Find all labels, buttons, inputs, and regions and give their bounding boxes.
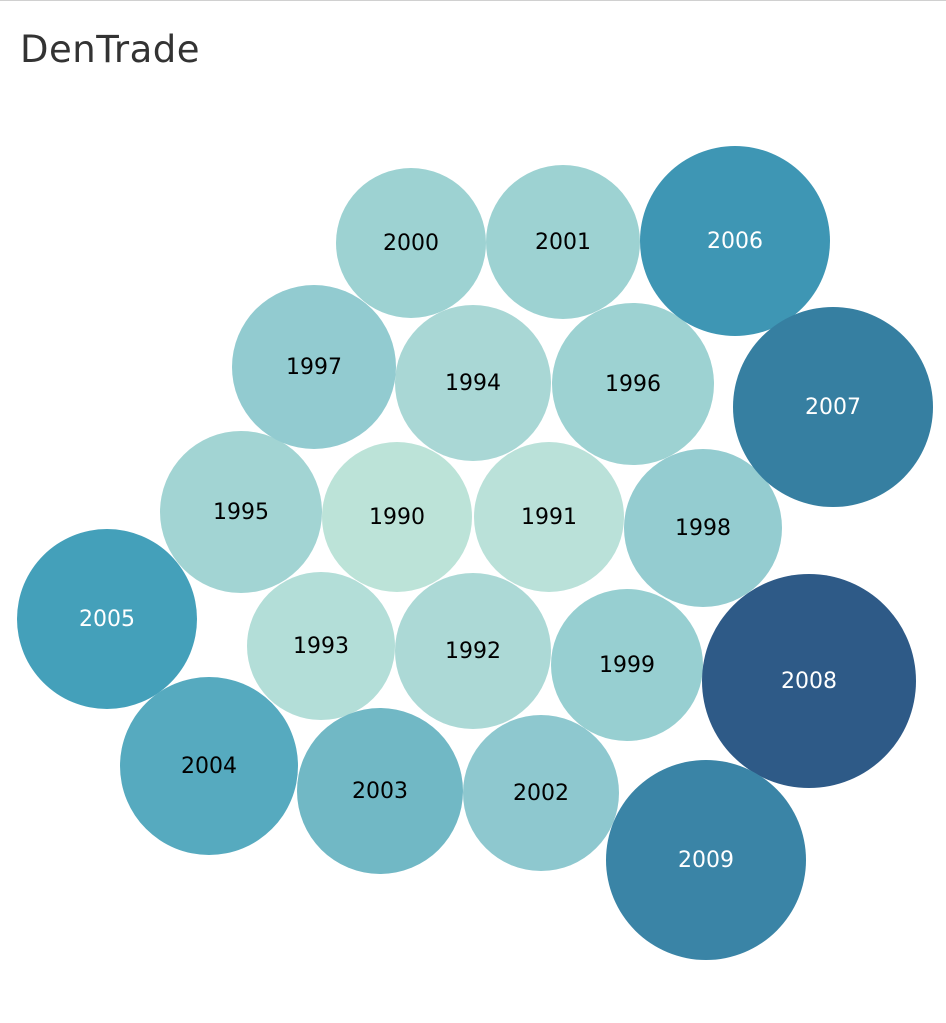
bubble-label-1997: 1997 [286, 355, 342, 380]
bubble-2000[interactable] [336, 168, 486, 318]
bubble-1994[interactable] [395, 305, 551, 461]
bubble-1995[interactable] [160, 431, 322, 593]
bubble-1991[interactable] [474, 442, 624, 592]
bubble-1993[interactable] [247, 572, 395, 720]
bubble-label-1992: 1992 [445, 639, 501, 664]
bubble-2004[interactable] [120, 677, 298, 855]
bubble-label-1994: 1994 [445, 371, 501, 396]
bubble-label-2006: 2006 [707, 229, 763, 254]
bubble-1999[interactable] [551, 589, 703, 741]
bubble-label-2007: 2007 [805, 395, 861, 420]
top-divider [0, 0, 946, 1]
bubble-2009[interactable] [606, 760, 806, 960]
bubble-label-2001: 2001 [535, 230, 591, 255]
bubble-2006[interactable] [640, 146, 830, 336]
bubble-2002[interactable] [463, 715, 619, 871]
bubble-label-1990: 1990 [369, 505, 425, 530]
bubble-label-2005: 2005 [79, 607, 135, 632]
bubble-label-2002: 2002 [513, 781, 569, 806]
bubble-label-1991: 1991 [521, 505, 577, 530]
bubble-label-2003: 2003 [352, 779, 408, 804]
bubble-label-2009: 2009 [678, 848, 734, 873]
bubble-label-1998: 1998 [675, 516, 731, 541]
bubble-label-1993: 1993 [293, 634, 349, 659]
bubble-label-2008: 2008 [781, 669, 837, 694]
bubble-1992[interactable] [395, 573, 551, 729]
bubble-label-1999: 1999 [599, 653, 655, 678]
page-title: DenTrade [20, 28, 201, 71]
bubble-1998[interactable] [624, 449, 782, 607]
bubble-1997[interactable] [232, 285, 396, 449]
bubble-label-2004: 2004 [181, 754, 237, 779]
bubble-2008[interactable] [702, 574, 916, 788]
bubble-1996[interactable] [552, 303, 714, 465]
bubble-label-1995: 1995 [213, 500, 269, 525]
bubble-2003[interactable] [297, 708, 463, 874]
bubble-label-1996: 1996 [605, 372, 661, 397]
bubble-2001[interactable] [486, 165, 640, 319]
bubble-2007[interactable] [733, 307, 933, 507]
bubble-label-2000: 2000 [383, 231, 439, 256]
bubble-2005[interactable] [17, 529, 197, 709]
bubble-1990[interactable] [322, 442, 472, 592]
